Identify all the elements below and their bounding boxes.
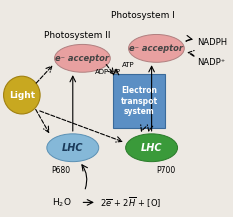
Text: $\mathrm{H_2O}$: $\mathrm{H_2O}$ (52, 196, 71, 209)
Text: P680: P680 (52, 166, 71, 175)
Text: Photosystem II: Photosystem II (44, 31, 111, 39)
Text: LHC: LHC (62, 143, 84, 153)
Text: P700: P700 (156, 166, 176, 175)
Ellipse shape (126, 134, 178, 162)
Ellipse shape (55, 44, 110, 72)
Text: ADP+iP: ADP+iP (95, 69, 121, 75)
Text: e⁻ acceptor: e⁻ acceptor (129, 44, 183, 53)
FancyBboxPatch shape (113, 74, 165, 128)
Text: Light: Light (9, 90, 35, 100)
Text: NADPH: NADPH (197, 38, 227, 47)
Text: e⁻ acceptor: e⁻ acceptor (55, 54, 110, 63)
Ellipse shape (47, 134, 99, 162)
Text: NADP⁺: NADP⁺ (197, 58, 225, 67)
Text: Photosystem I: Photosystem I (111, 11, 175, 20)
Text: $2\overline{e}$ + $2\overline{H}$ + [O]: $2\overline{e}$ + $2\overline{H}$ + [O] (100, 196, 161, 209)
Ellipse shape (129, 35, 184, 62)
Text: LHC: LHC (141, 143, 162, 153)
Text: Electron
transpot
system: Electron transpot system (120, 86, 158, 116)
Text: ATP: ATP (122, 62, 135, 68)
Ellipse shape (3, 76, 40, 114)
